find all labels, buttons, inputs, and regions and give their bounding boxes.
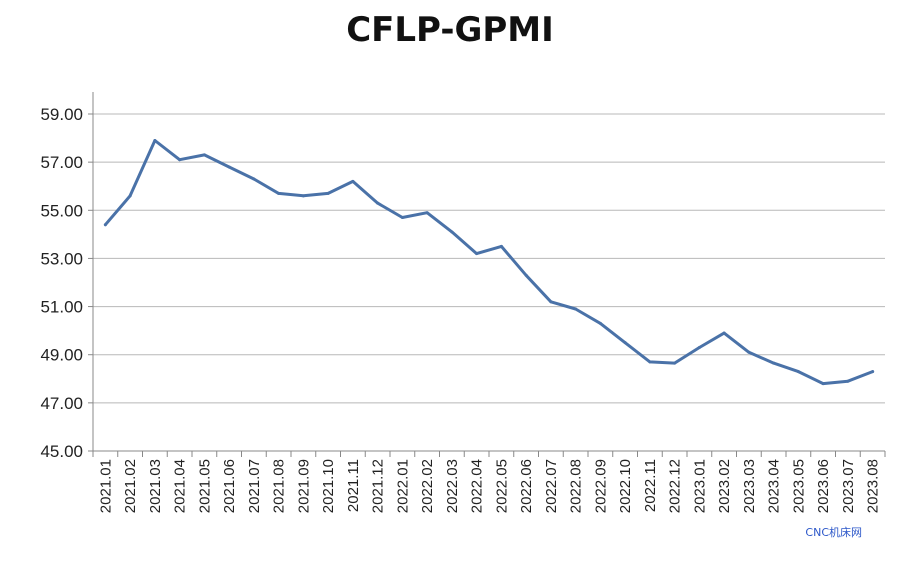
y-tick-label: 49.00	[40, 346, 83, 365]
y-tick-label: 59.00	[40, 105, 83, 124]
series-line	[103, 139, 875, 386]
axes	[88, 92, 886, 457]
x-tick-label: 2023.08	[865, 459, 882, 513]
data-point	[697, 345, 701, 349]
x-tick-label: 2023.03	[741, 459, 758, 513]
y-tick-label: 51.00	[40, 298, 83, 317]
x-tick-label: 2023.02	[716, 459, 733, 513]
x-tick-labels: 2021.01 2021.02 2021.03 2021.04 2021.05 2021.…	[97, 459, 881, 513]
y-tick-label: 45.00	[40, 442, 83, 461]
data-point	[846, 379, 850, 383]
data-point	[178, 158, 182, 162]
data-point	[128, 194, 132, 198]
x-tick-label: 2022.03	[444, 459, 461, 513]
data-point	[252, 177, 256, 181]
y-tick-label: 55.00	[40, 201, 83, 220]
x-tick-label: 2021.10	[320, 459, 337, 513]
x-tick-label: 2021.05	[196, 459, 213, 513]
data-point	[227, 165, 231, 169]
chart-title: CFLP-GPMI	[346, 10, 554, 50]
data-point	[376, 201, 380, 205]
x-tick-label: 2021.04	[172, 459, 189, 513]
data-point	[574, 307, 578, 311]
x-tick-label: 2022.09	[592, 459, 609, 513]
y-tick-label: 53.00	[40, 249, 83, 268]
data-point	[673, 361, 677, 365]
data-point	[202, 153, 206, 157]
gridlines	[93, 113, 885, 404]
x-tick-label: 2021.11	[345, 459, 362, 512]
x-tick-label: 2021.01	[97, 459, 114, 513]
data-point	[747, 350, 751, 354]
x-tick-label: 2022.01	[394, 459, 411, 513]
x-tick-label: 2022.11	[642, 459, 659, 512]
y-tick-labels: 45.00 47.00 49.00 51.00 53.00 55.00 57.00 59.00	[40, 105, 83, 461]
y-tick-label: 47.00	[40, 394, 83, 413]
data-point	[648, 360, 652, 364]
x-tick-label: 2022.12	[667, 459, 684, 513]
x-tick-label: 2023.05	[790, 459, 807, 513]
x-tick-label: 2021.03	[147, 459, 164, 513]
data-point	[549, 300, 553, 304]
x-tick-label: 2021.06	[221, 459, 238, 513]
data-point	[499, 244, 503, 248]
x-tick-label: 2021.09	[295, 459, 312, 513]
data-point	[796, 370, 800, 374]
data-point	[475, 252, 479, 256]
x-tick-label: 2022.08	[568, 459, 585, 513]
data-point	[598, 321, 602, 325]
x-tick-label: 2022.05	[493, 459, 510, 513]
x-tick-label: 2021.07	[246, 459, 263, 513]
data-point	[450, 230, 454, 234]
data-point	[623, 341, 627, 345]
x-tick-label: 2023.01	[691, 459, 708, 513]
data-point	[277, 191, 281, 195]
data-point	[301, 194, 305, 198]
data-point	[351, 179, 355, 183]
x-tick-label: 2022.04	[469, 459, 486, 513]
data-point	[772, 361, 776, 365]
data-point	[425, 211, 429, 215]
watermark-logo: CNC机床网	[805, 526, 862, 539]
x-tick-label: 2021.02	[122, 459, 139, 513]
x-tick-label: 2022.07	[543, 459, 560, 513]
data-point	[821, 382, 825, 386]
data-point	[871, 370, 875, 374]
data-point	[722, 331, 726, 335]
x-tick-label: 2021.08	[271, 459, 288, 513]
x-tick-label: 2021.12	[370, 459, 387, 513]
data-point	[103, 223, 107, 227]
data-point	[326, 191, 330, 195]
data-point	[400, 216, 404, 220]
x-tick-label: 2023.07	[840, 459, 857, 513]
series-lines	[103, 138, 875, 386]
x-tick-label: 2022.02	[419, 459, 436, 513]
y-tick-label: 57.00	[40, 153, 83, 172]
x-tick-label: 2022.10	[617, 459, 634, 513]
x-tick-label: 2022.06	[518, 459, 535, 513]
data-point	[524, 273, 528, 277]
x-tick-label: 2023.06	[815, 459, 832, 513]
x-tick-label: 2023.04	[766, 459, 783, 513]
data-point	[153, 138, 157, 142]
